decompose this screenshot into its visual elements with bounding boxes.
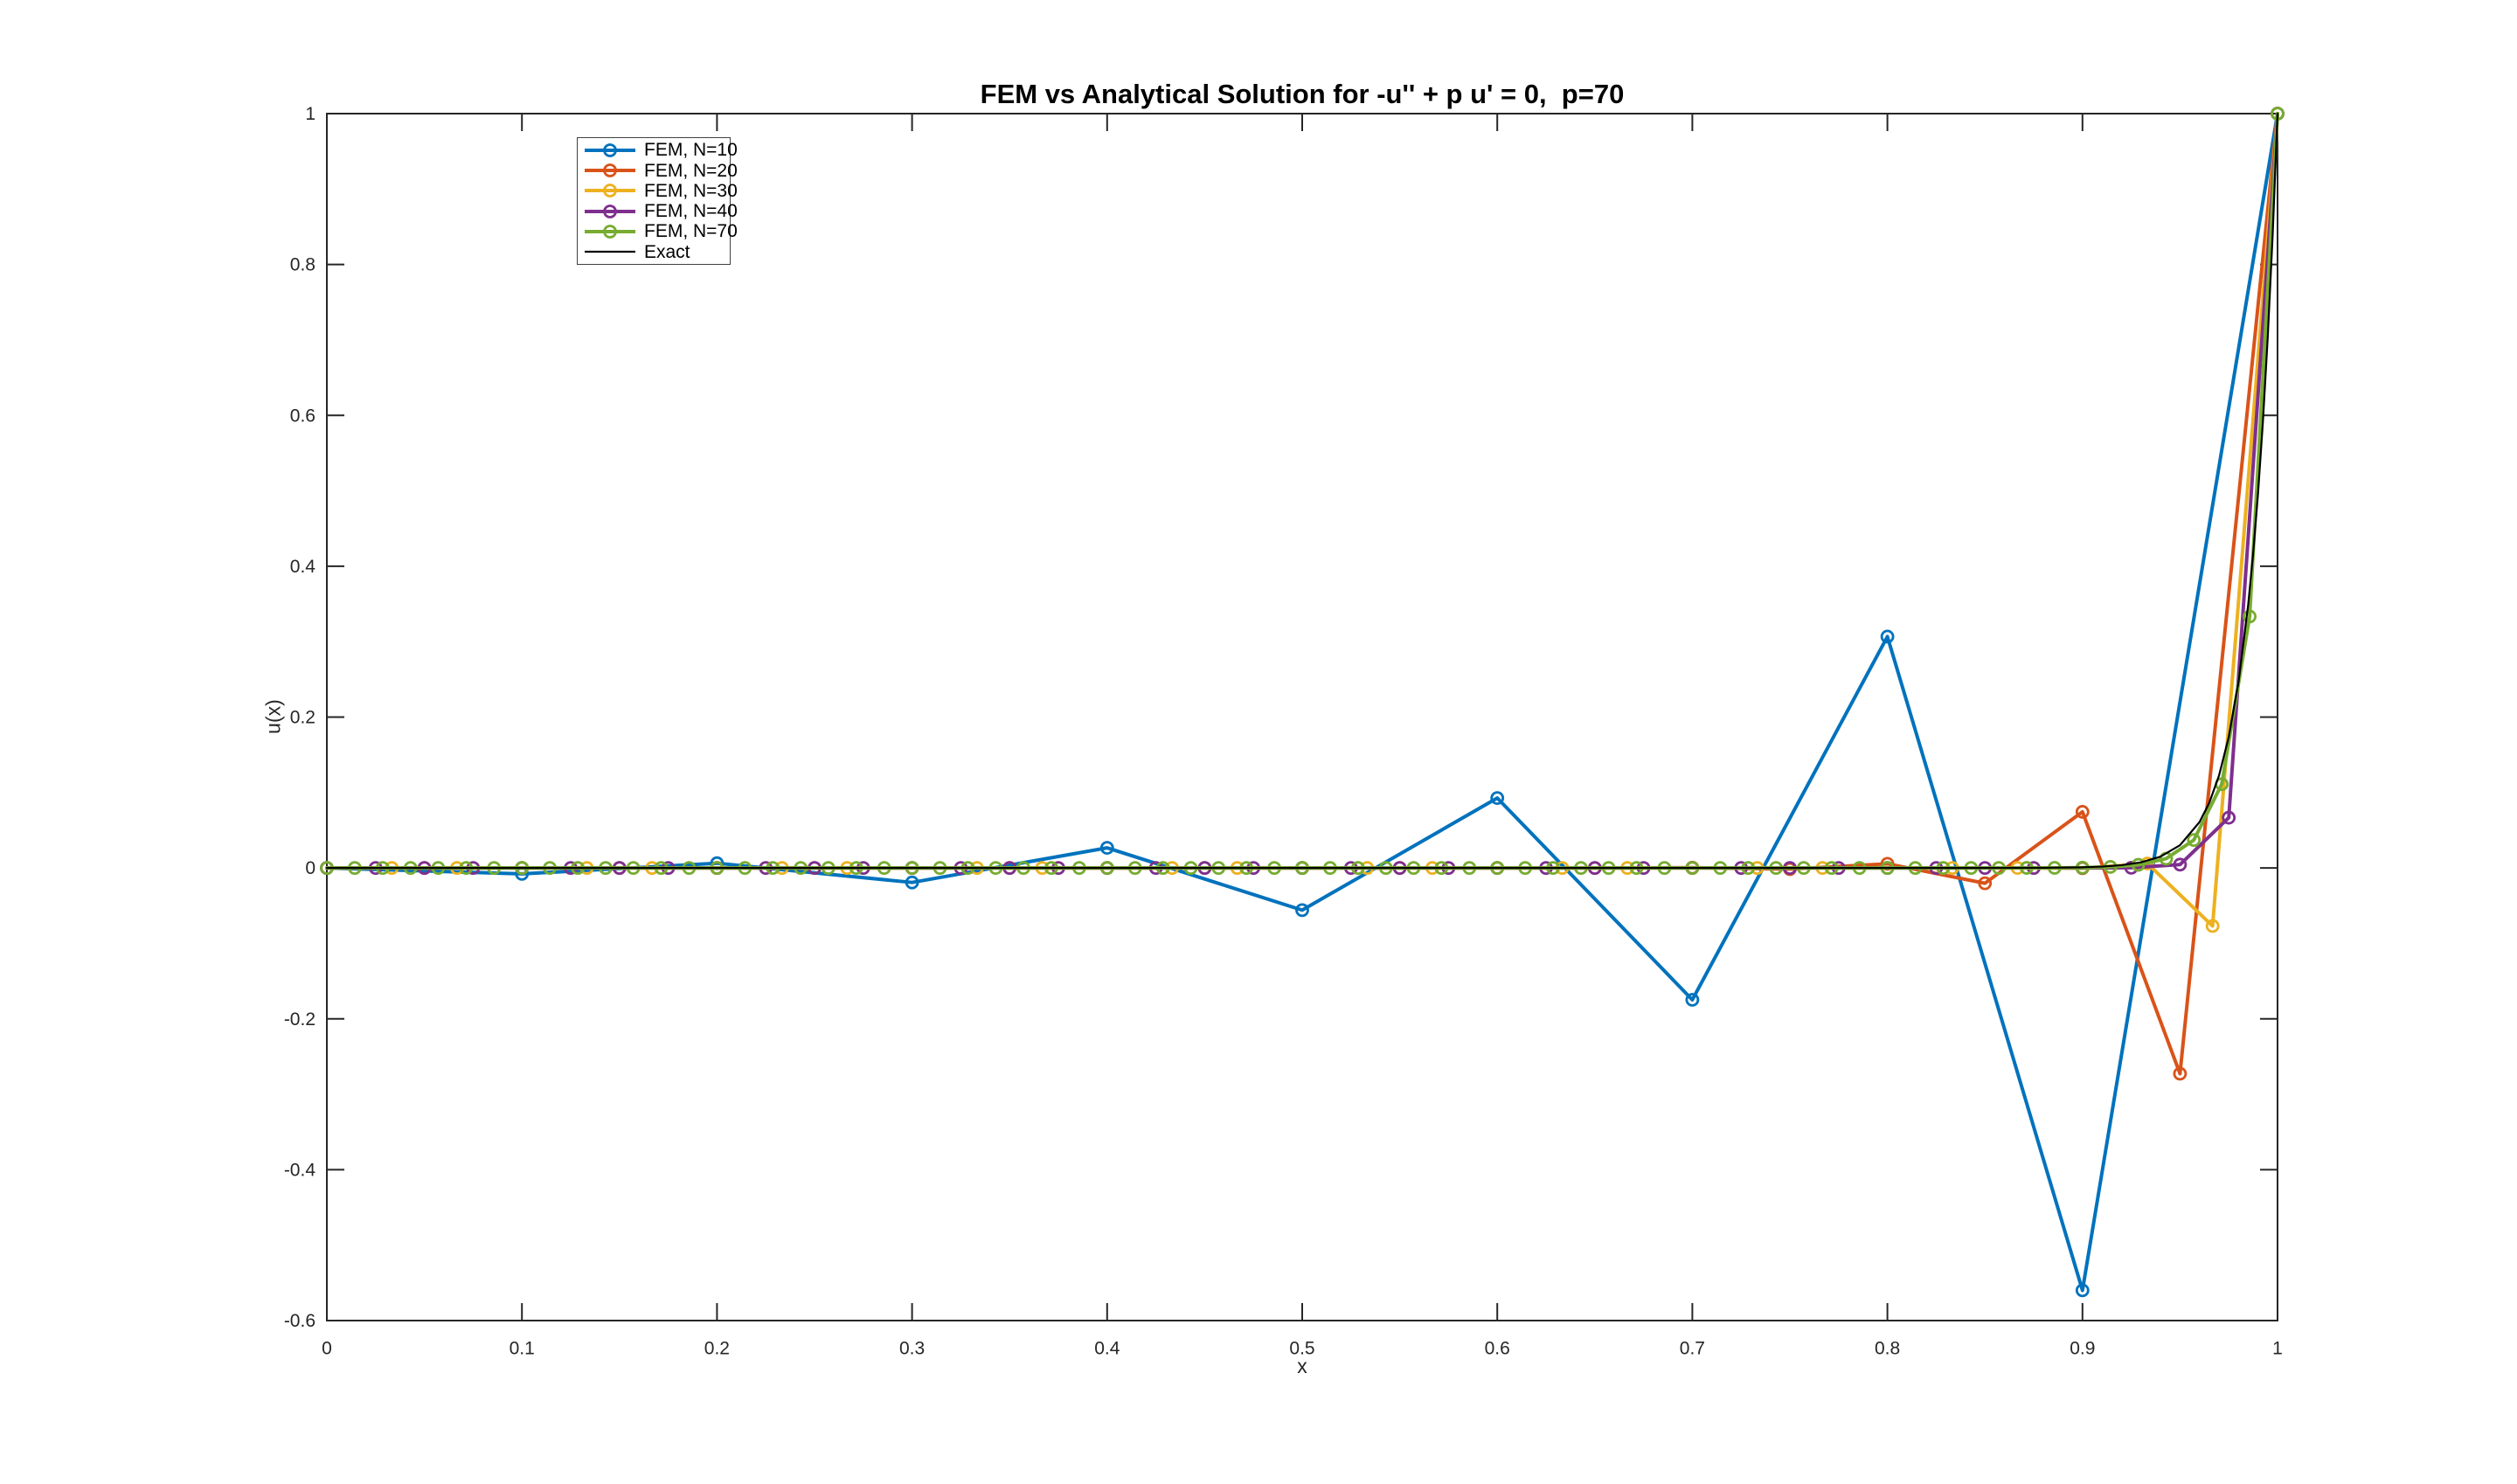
x-tick-label: 0 xyxy=(322,1338,332,1358)
series-marker-fem-n-10 xyxy=(1490,791,1505,805)
chart-title: FEM vs Analytical Solution for -u'' + p … xyxy=(980,79,1625,109)
x-tick-label: 0.3 xyxy=(899,1338,925,1358)
x-tick-label: 0.6 xyxy=(1485,1338,1510,1358)
axes-box xyxy=(326,113,2278,1321)
y-tick-label: 0.6 xyxy=(290,406,315,426)
legend-entry: Exact xyxy=(584,242,730,262)
series-marker-fem-n-10 xyxy=(905,875,919,890)
legend-marker xyxy=(603,142,617,157)
series-marker-fem-n-40 xyxy=(2124,860,2139,875)
series-marker-fem-n-10 xyxy=(1099,841,1114,855)
x-tick-label: 0.2 xyxy=(704,1338,730,1358)
series-marker-fem-n-40 xyxy=(2222,810,2236,825)
series-marker-fem-n-10 xyxy=(1295,903,1309,918)
y-tick-label: 0.4 xyxy=(290,557,316,577)
x-tick-label: 0.9 xyxy=(2070,1338,2095,1358)
legend-label: FEM, N=30 xyxy=(644,180,738,201)
legend-marker xyxy=(603,225,617,239)
series-marker-fem-n-20 xyxy=(2075,805,2090,819)
legend: FEM, N=10 FEM, N=20 FEM, N=30 FEM, N=40 … xyxy=(577,137,738,265)
legend-label: FEM, N=10 xyxy=(644,140,738,161)
x-axis-label: x xyxy=(1297,1355,1307,1377)
legend-entry: FEM, N=20 xyxy=(584,161,738,181)
y-tick-label: 0 xyxy=(305,858,315,878)
legend-swatch-fem-n30 xyxy=(585,184,635,198)
legend-entry: FEM, N=10 xyxy=(584,140,738,160)
series-marker-fem-n-20 xyxy=(1978,876,1993,891)
series-line-fem-n-10 xyxy=(325,112,2279,1293)
y-axis-label: u(x) xyxy=(261,699,285,734)
y-tick-label: 0.8 xyxy=(290,255,315,275)
legend-entry: FEM, N=40 xyxy=(584,201,738,221)
legend-label: FEM, N=40 xyxy=(644,201,738,222)
legend-swatch-fem-n70 xyxy=(585,225,635,239)
series-marker-fem-n-70 xyxy=(2187,833,2202,848)
legend-entry: FEM, N=70 xyxy=(584,221,738,241)
legend-swatch-fem-n20 xyxy=(585,163,635,177)
legend-marker xyxy=(603,204,617,218)
series-marker-fem-n-70 xyxy=(2243,609,2257,624)
series-marker-fem-n-10 xyxy=(1685,993,1700,1007)
legend-swatch-fem-n10 xyxy=(585,142,635,157)
series-marker-fem-n-70 xyxy=(2131,857,2146,872)
x-tick-label: 0.1 xyxy=(510,1338,535,1358)
legend-label: FEM, N=70 xyxy=(644,221,738,242)
legend-label: FEM, N=20 xyxy=(644,160,738,181)
series-marker-fem-n-10 xyxy=(1880,629,1895,644)
legend-marker xyxy=(603,184,617,198)
series-marker-fem-n-30 xyxy=(2205,919,2220,933)
y-tick-label: 1 xyxy=(305,104,315,124)
legend-entry: FEM, N=30 xyxy=(584,181,738,201)
series-marker-fem-n-10 xyxy=(2075,1283,2090,1298)
y-tick-label: -0.6 xyxy=(284,1311,315,1331)
x-tick-label: 0.4 xyxy=(1094,1338,1120,1358)
series-marker-fem-n-40 xyxy=(2173,857,2188,872)
x-tick-label: 0.8 xyxy=(1875,1338,1900,1358)
legend-swatch-fem-n40 xyxy=(585,204,635,218)
y-tick-label: -0.2 xyxy=(284,1009,315,1030)
x-tick-label: 1 xyxy=(2272,1338,2283,1358)
legend-swatch-exact xyxy=(585,251,635,253)
y-tick-label: -0.4 xyxy=(284,1160,316,1180)
x-tick-label: 0.5 xyxy=(1289,1338,1314,1358)
y-tick-label: 0.2 xyxy=(290,708,315,728)
legend-label: Exact xyxy=(644,241,690,262)
x-tick-label: 0.7 xyxy=(1680,1338,1705,1358)
series-line-exact xyxy=(325,112,2279,870)
series-marker-fem-n-20 xyxy=(2173,1066,2188,1081)
legend-marker xyxy=(603,163,617,177)
